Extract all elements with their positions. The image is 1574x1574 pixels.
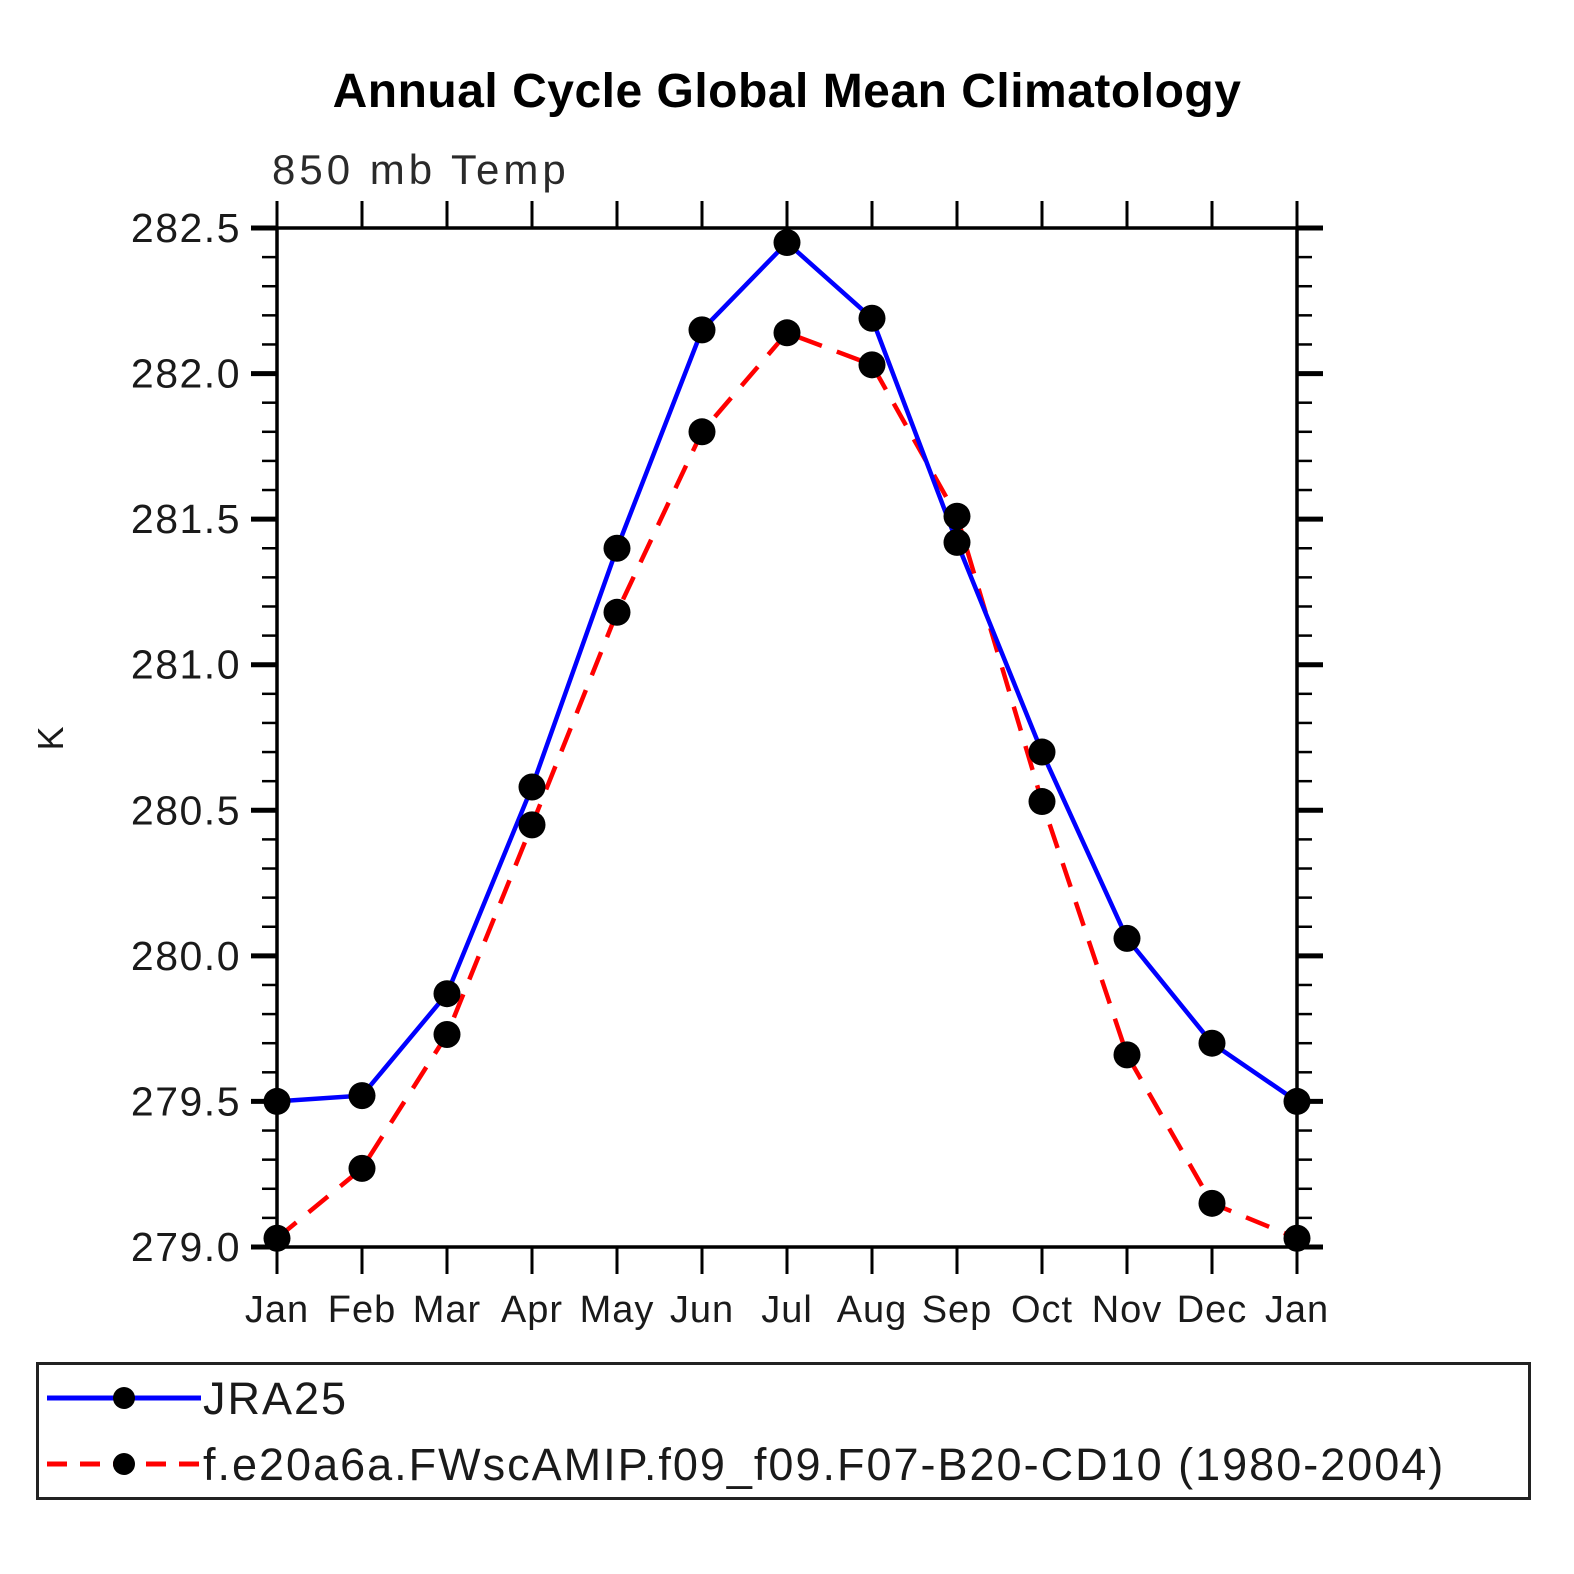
x-axis-tick-label: Feb xyxy=(328,1289,396,1331)
y-axis-tick-label: 282.5 xyxy=(131,205,241,251)
x-axis-tick-label: Dec xyxy=(1177,1289,1248,1331)
y-axis-tick-label: 281.0 xyxy=(131,642,241,688)
data-point-marker xyxy=(433,1020,461,1048)
data-point-marker xyxy=(1198,1029,1226,1057)
data-point-marker xyxy=(688,316,716,344)
data-point-marker xyxy=(603,598,631,626)
y-axis-tick-label: 279.0 xyxy=(131,1224,241,1270)
chart-subtitle: 850 mb Temp xyxy=(272,146,570,193)
data-point-marker xyxy=(348,1154,376,1182)
data-point-marker xyxy=(1113,924,1141,952)
data-point-marker xyxy=(773,229,801,257)
x-axis-tick-label: Jan xyxy=(1265,1289,1329,1331)
data-point-marker xyxy=(773,319,801,347)
legend-line-solid-icon xyxy=(47,1387,201,1409)
legend: JRA25 f.e20a6a.FWscAMIP.f09_f09.F07-B20-… xyxy=(36,1362,1531,1500)
data-point-marker xyxy=(1198,1189,1226,1217)
data-point-marker xyxy=(688,418,716,446)
x-axis-tick-label: Apr xyxy=(501,1289,563,1331)
x-axis-tick-label: Jan xyxy=(245,1289,309,1331)
y-axis-tick-label: 282.0 xyxy=(131,351,241,397)
data-point-marker xyxy=(518,811,546,839)
y-axis-tick-label: 281.5 xyxy=(131,496,241,542)
data-point-marker xyxy=(1028,738,1056,766)
x-axis-tick-label: Aug xyxy=(837,1289,908,1331)
x-axis-tick-label: May xyxy=(580,1289,655,1331)
legend-label-model: f.e20a6a.FWscAMIP.f09_f09.F07-B20-CD10 (… xyxy=(203,1438,1446,1490)
data-point-marker xyxy=(263,1087,291,1115)
data-point-marker xyxy=(433,980,461,1008)
y-axis-tick-label: 280.0 xyxy=(131,933,241,979)
legend-entry-jra25: JRA25 xyxy=(39,1373,1528,1423)
chart-title: Annual Cycle Global Mean Climatology xyxy=(332,65,1242,118)
data-point-marker xyxy=(518,773,546,801)
y-axis-label: K xyxy=(30,725,71,750)
x-axis-tick-label: Mar xyxy=(413,1289,481,1331)
x-axis-tick-label: Nov xyxy=(1092,1289,1163,1331)
x-axis-tick-label: Oct xyxy=(1011,1289,1073,1331)
data-point-marker xyxy=(603,534,631,562)
data-point-marker xyxy=(263,1224,291,1252)
x-axis-tick-label: Jul xyxy=(761,1289,813,1331)
data-point-marker xyxy=(348,1082,376,1110)
series-line-jra25 xyxy=(276,239,1299,1104)
data-point-marker xyxy=(1283,1087,1311,1115)
legend-line-dashed-icon xyxy=(47,1453,201,1475)
x-axis-tick-label: Sep xyxy=(922,1289,993,1331)
x-axis-tick-label: Jun xyxy=(670,1289,734,1331)
y-axis-tick-label: 280.5 xyxy=(131,787,241,833)
data-point-marker xyxy=(858,351,886,379)
data-point-marker xyxy=(858,304,886,332)
data-point-marker xyxy=(943,528,971,556)
data-point-marker xyxy=(1028,788,1056,816)
legend-label-jra25: JRA25 xyxy=(203,1372,349,1424)
data-point-marker xyxy=(943,502,971,530)
plot-frame xyxy=(275,226,1299,1249)
y-axis-tick-label: 279.5 xyxy=(131,1078,241,1124)
data-point-marker xyxy=(1283,1224,1311,1252)
data-point-marker xyxy=(1113,1041,1141,1069)
series-line-model xyxy=(275,330,1298,1241)
legend-entry-model: f.e20a6a.FWscAMIP.f09_f09.F07-B20-CD10 (… xyxy=(39,1439,1528,1489)
